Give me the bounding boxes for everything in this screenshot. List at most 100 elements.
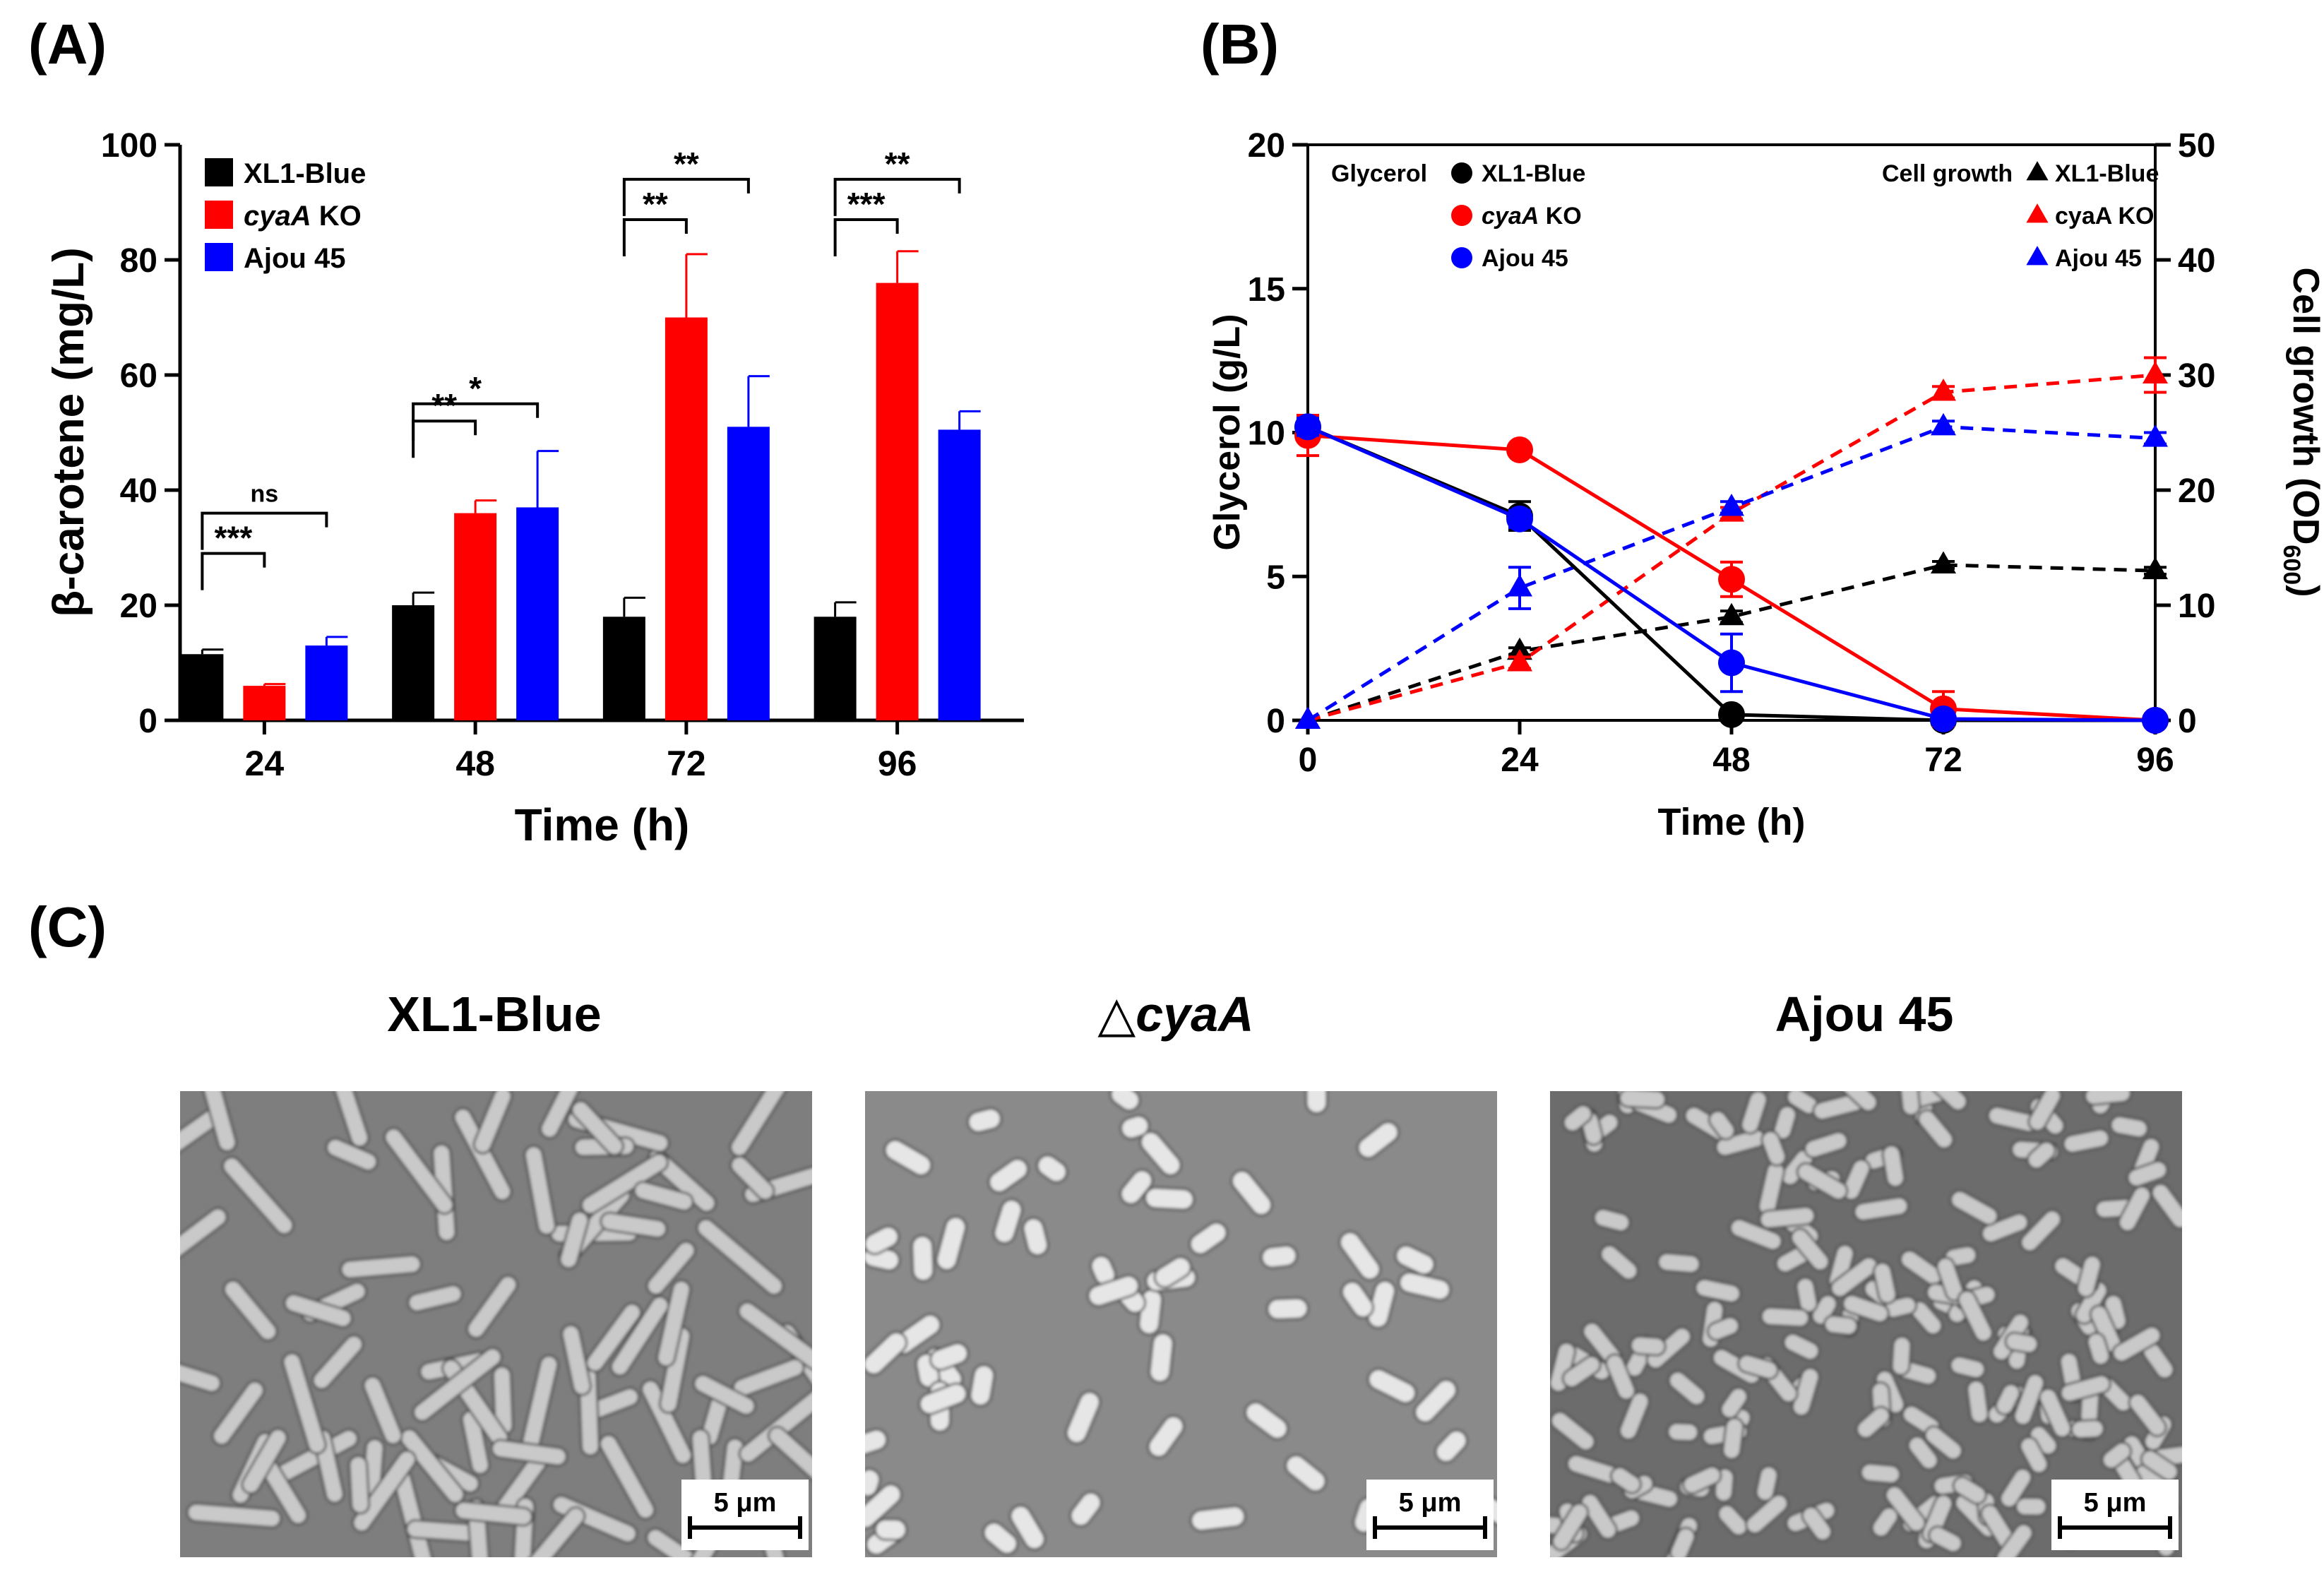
bacterium-cell — [2142, 1342, 2175, 1380]
cell-body — [1996, 1385, 2019, 1414]
legend-swatch — [205, 158, 233, 186]
cell-body — [561, 1213, 588, 1268]
legend-glycerol-label: Ajou 45 — [1482, 245, 1568, 272]
cell-body — [913, 1237, 933, 1280]
cell-body — [1553, 1504, 1587, 1549]
cell-body — [2128, 1162, 2167, 1186]
growth-marker — [1931, 378, 1956, 401]
micrograph-title: Ajou 45 — [1775, 987, 1954, 1042]
bacterium-cell — [1929, 1091, 1968, 1112]
cell-body — [1784, 1334, 1818, 1359]
cell-body — [1825, 1316, 1857, 1334]
bacterium-cell — [1760, 1130, 1787, 1167]
cell-body — [573, 1102, 623, 1154]
cell-body — [1902, 1251, 1941, 1284]
bacterium-cell — [1009, 1504, 1046, 1551]
bacterium-cell — [1881, 1144, 1906, 1188]
cell-body — [1832, 1258, 1877, 1296]
cell-body — [197, 1091, 235, 1150]
bacterium-cell — [1729, 1218, 1783, 1251]
bacterium-cell — [1119, 1169, 1154, 1206]
title-prefix: △ — [1097, 987, 1136, 1042]
cell-body — [2076, 1283, 2107, 1323]
bacterium-cell — [1261, 1244, 1298, 1269]
bar-xl1-blue — [181, 654, 224, 720]
cell-body — [2015, 1375, 2044, 1424]
bacterium-cell — [561, 1323, 592, 1396]
bacterium-cell — [1090, 1254, 1116, 1287]
cell-body — [1901, 1091, 1919, 1114]
significance-bracket — [622, 218, 688, 256]
cell-body — [523, 1357, 557, 1453]
cell-body — [350, 1457, 369, 1513]
cell-body — [1669, 1424, 1698, 1441]
cell-body — [1122, 1117, 1148, 1138]
cell-body — [740, 1389, 812, 1462]
bacterium-cell — [1884, 1484, 1926, 1533]
cell-body — [1708, 1318, 1739, 1340]
bacterium-cell — [266, 1429, 359, 1488]
cell-body — [612, 1297, 668, 1375]
cell-body — [1843, 1160, 1869, 1199]
cell-body — [180, 1209, 226, 1274]
cell-body — [1968, 1381, 1988, 1422]
cell-body — [602, 1213, 666, 1237]
cell-body — [1659, 1254, 1699, 1272]
cell-body — [180, 1105, 227, 1172]
cell-body — [225, 1281, 276, 1340]
cell-body — [1886, 1487, 1924, 1531]
bacterium-cell — [1065, 1391, 1101, 1444]
bacterium-cell — [1872, 1261, 1897, 1305]
bacterium-cell — [540, 1091, 591, 1139]
cell-body — [1192, 1507, 1244, 1530]
cell-body — [2111, 1117, 2147, 1137]
bacterium-cell — [911, 1234, 935, 1283]
significance-label: *** — [215, 520, 253, 557]
legend-growth-marker — [2026, 246, 2049, 266]
title-rest: Ajou 45 — [1775, 987, 1954, 1042]
legend-growth-marker — [2026, 161, 2049, 181]
bacterium-cell — [1599, 1244, 1639, 1281]
cell-body — [648, 1242, 694, 1294]
bacterium-cell — [1667, 1370, 1707, 1407]
cell-body — [1931, 1091, 1966, 1109]
bacterium-cell — [993, 1198, 1023, 1244]
cell-body — [407, 1521, 482, 1542]
cell-body — [2086, 1091, 2130, 1104]
legend-label: Ajou 45 — [244, 243, 345, 274]
cell-body — [1067, 1393, 1099, 1442]
bar-cyaa-ko — [876, 282, 919, 721]
cell-body — [1620, 1393, 1648, 1439]
scale-bar-background — [2051, 1480, 2179, 1550]
cell-body — [455, 1502, 532, 1525]
bar-ajou-45 — [305, 645, 348, 720]
cell-body — [1858, 1408, 1889, 1437]
legend-label-rest: KO — [311, 201, 362, 232]
bacterium-cell — [453, 1107, 513, 1202]
bacterium-cell — [282, 1352, 327, 1455]
bacterium-cell — [222, 1156, 294, 1236]
bacterium-cell — [1708, 1109, 1736, 1141]
cell-body — [865, 1227, 898, 1254]
cell-body — [1930, 1527, 1961, 1552]
bacterium-cell — [1999, 1468, 2033, 1508]
cell-body — [1359, 1123, 1398, 1158]
legend-glycerol-marker — [1451, 162, 1472, 184]
glycerol-marker — [1506, 505, 1533, 532]
bacterium-cell — [580, 1153, 669, 1215]
cell-body — [1813, 1296, 1836, 1324]
bacterium-cell — [1604, 1353, 1636, 1401]
cell-body — [1436, 1432, 1466, 1461]
cell-body — [1369, 1370, 1415, 1403]
growth-marker — [1507, 649, 1532, 672]
bacterium-cell — [1755, 1465, 1779, 1502]
cell-body — [401, 1430, 463, 1502]
cell-body — [415, 1349, 501, 1420]
bacterium-cell — [195, 1091, 237, 1153]
y2-tick-label: 40 — [2178, 242, 2215, 280]
cell-body — [1788, 1091, 1817, 1113]
bacterium-cell — [2013, 1373, 2046, 1427]
bacterium-cell — [1609, 1466, 1643, 1494]
bacterium-cell — [1786, 1091, 1819, 1115]
cell-body — [1307, 1091, 1326, 1112]
